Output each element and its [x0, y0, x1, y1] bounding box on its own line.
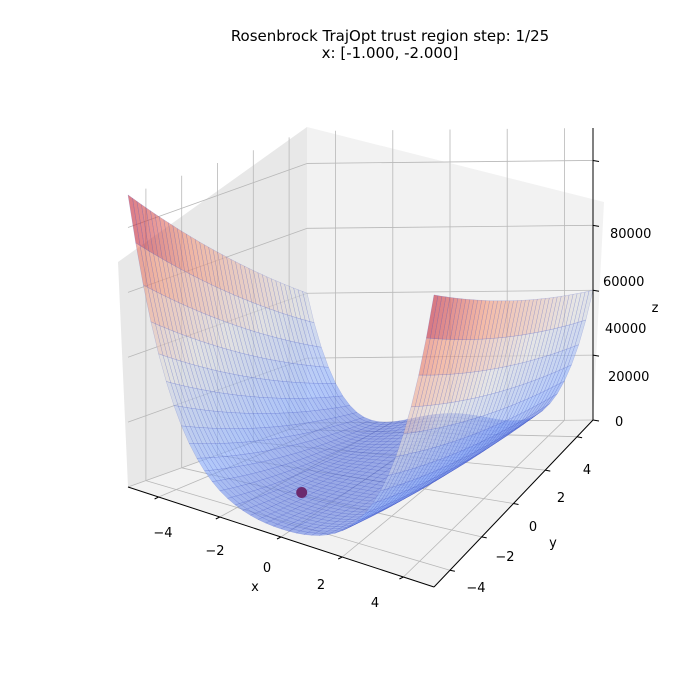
x-tick-label: −2	[205, 544, 224, 559]
current-point-marker	[296, 487, 308, 499]
surface-face	[454, 298, 467, 340]
grid-line	[403, 420, 565, 578]
y-tick-label: 2	[557, 491, 565, 506]
surface-face	[457, 298, 471, 340]
x-axis-label: x	[251, 580, 259, 595]
x-tick-label: 0	[263, 561, 271, 576]
z-tick-mark	[592, 289, 600, 292]
z-axis-label: z	[652, 301, 659, 316]
surface-face	[569, 292, 582, 326]
z-tick-label: 40000	[605, 322, 646, 337]
z-tick-label: 0	[615, 415, 623, 430]
x-tick-label: −4	[153, 526, 172, 541]
x-tick-mark	[399, 576, 404, 580]
z-tick-mark	[592, 354, 600, 357]
x-tick-mark	[276, 536, 282, 540]
y-tick-mark	[449, 569, 455, 572]
x-tick-label: 2	[317, 578, 325, 593]
x-tick-label: 4	[371, 596, 379, 611]
surface-face	[442, 297, 455, 340]
y-tick-label: 0	[529, 520, 537, 535]
surface-face	[521, 299, 534, 336]
z-tick-mark	[592, 224, 600, 227]
z-tick-label: 20000	[608, 370, 649, 385]
x-tick-mark	[154, 496, 159, 500]
y-tick-label: −4	[466, 581, 485, 596]
chart-title-line2: x: [-1.000, -2.000]	[322, 44, 459, 62]
surface-face	[573, 291, 586, 324]
z-tick-label: 80000	[610, 227, 651, 242]
surface-mesh	[127, 194, 594, 536]
surface-face	[438, 296, 451, 340]
surface-face	[426, 294, 439, 339]
surface-face	[446, 297, 459, 340]
z-tick-label: 60000	[603, 275, 644, 290]
z-tick-mark	[592, 419, 600, 422]
surface-face	[577, 290, 590, 323]
z-tick-mark	[592, 159, 600, 162]
surface-face	[434, 296, 447, 340]
y-tick-mark	[513, 503, 519, 505]
x-tick-mark	[215, 516, 221, 520]
x-tick-mark	[337, 556, 343, 560]
y-tick-label: 4	[583, 463, 591, 478]
axes	[127, 128, 600, 588]
y-tick-mark	[481, 536, 487, 539]
current-point-layer	[296, 487, 308, 499]
chart-title-line1: Rosenbrock TrajOpt trust region step: 1/…	[231, 27, 549, 45]
surface-face	[565, 293, 578, 327]
y-tick-mark	[545, 469, 551, 472]
y-tick-label: −2	[495, 550, 514, 565]
y-axis-label: y	[549, 536, 557, 551]
y-tick-mark	[577, 436, 583, 439]
surface-face	[561, 293, 574, 328]
